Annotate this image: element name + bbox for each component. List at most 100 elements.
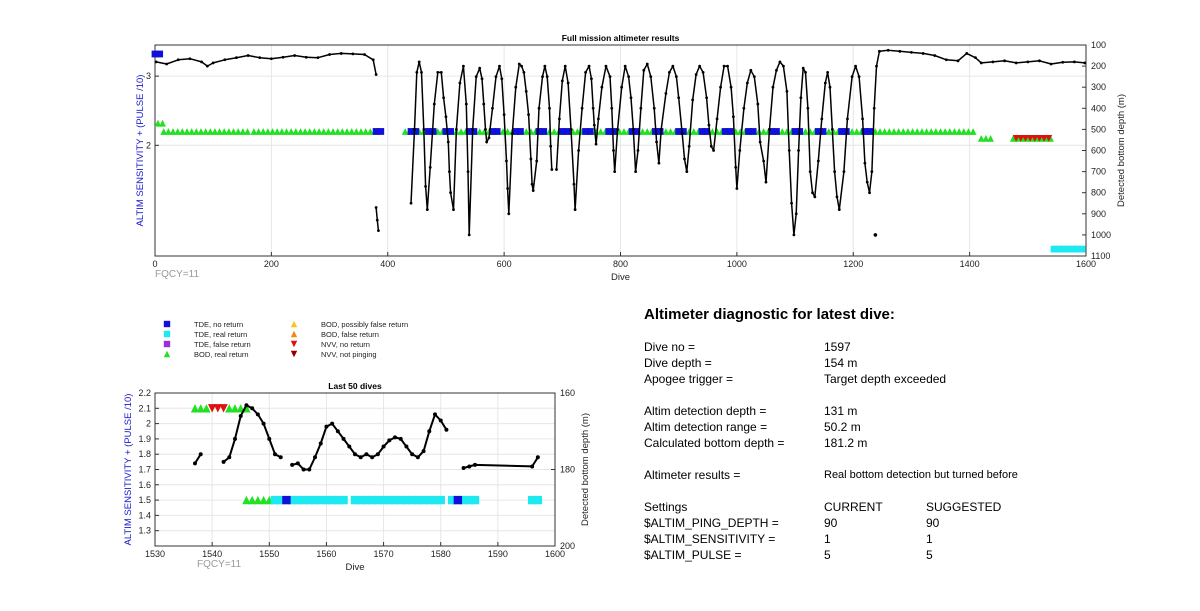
marker-nvv-no-return	[1026, 134, 1034, 142]
depth-point	[616, 127, 619, 131]
depth-point	[709, 144, 713, 148]
marker-bod-real-return	[802, 128, 809, 135]
y2-tick-label: 800	[1091, 188, 1106, 198]
marker-bod-real-return	[620, 128, 628, 135]
depth-point	[550, 168, 554, 171]
marker-bod-real-return	[876, 128, 884, 135]
marker-tde-real-return	[305, 495, 314, 505]
marker-tde-no-return	[582, 128, 589, 135]
marker-tde-no-return	[656, 128, 664, 135]
marker-bod-real-return	[853, 128, 861, 135]
depth-point	[857, 75, 861, 79]
marker-bod-real-return	[550, 128, 558, 135]
detect-depth-value: 131 m	[824, 404, 858, 418]
depth-point	[478, 66, 482, 70]
y-tick-label: 1.9	[138, 434, 151, 444]
marker-bod-real-return	[220, 128, 228, 135]
x-tick-label: 1600	[545, 549, 565, 559]
depth-point	[560, 79, 564, 83]
marker-bod-real-return	[154, 119, 162, 127]
diag-row-sensitivity: $ALTIM_SENSITIVITY = 1 1	[644, 531, 1164, 547]
marker-tde-real-return	[373, 495, 383, 505]
depth-point	[223, 58, 227, 62]
marker-nvv-no-return	[1036, 134, 1043, 142]
depth-point	[613, 170, 617, 174]
depth-point	[444, 115, 448, 119]
depth-point	[339, 52, 343, 55]
depth-point	[154, 60, 158, 64]
depth-point	[861, 117, 864, 121]
marker-tde-real-return	[339, 495, 348, 505]
marker-bod-real-return	[904, 128, 912, 135]
marker-tde-no-return	[372, 128, 380, 135]
depth-point	[794, 212, 798, 216]
y2-tick-label: 180	[560, 465, 575, 475]
depth-point	[420, 71, 423, 74]
marker-bod-real-return	[174, 128, 182, 135]
marker-tde-no-return	[745, 128, 752, 135]
marker-bod-real-return	[504, 128, 512, 135]
marker-tde-no-return	[633, 128, 641, 135]
x-tick-label: 1570	[374, 549, 394, 559]
marker-bod-real-return	[955, 128, 963, 135]
depth-point	[694, 73, 698, 76]
marker-bod-real-return	[890, 128, 898, 135]
depth-point	[198, 452, 203, 457]
depth-point	[524, 90, 528, 93]
marker-tde-real-return	[402, 495, 411, 505]
depth-point	[506, 187, 510, 190]
marker-tde-real-return	[287, 495, 297, 505]
depth-point	[1003, 59, 1006, 63]
y-tick-label: 2	[146, 419, 151, 429]
y-tick-label: 2	[146, 140, 151, 150]
marker-bod-real-return	[216, 128, 223, 135]
marker-bod-real-return	[259, 128, 267, 135]
marker-bod-real-return	[225, 128, 233, 135]
depth-point	[974, 56, 977, 60]
marker-bod-real-return	[918, 128, 926, 135]
marker-bod-real-return	[160, 128, 168, 135]
legend-label: TDE, false return	[194, 340, 251, 349]
marker-bod-real-return	[941, 128, 949, 135]
depth-point	[500, 77, 504, 81]
marker-tde-real-return	[470, 495, 480, 505]
marker-tde-no-return	[679, 128, 687, 135]
results-label: Altimeter results =	[644, 468, 741, 482]
marker-bod-real-return	[965, 128, 972, 135]
depth-point	[387, 438, 392, 443]
y2-tick-label: 600	[1091, 146, 1106, 156]
marker-bod-real-return	[881, 128, 889, 135]
depth-point	[620, 85, 624, 89]
depth-point	[698, 64, 702, 68]
marker-tde-no-return	[698, 128, 706, 135]
depth-point	[514, 85, 518, 89]
marker-nvv-no-return	[1017, 134, 1025, 142]
marker-bod-real-return	[192, 128, 200, 135]
diag-row-dive-depth: Dive depth = 154 m	[644, 355, 1164, 371]
y-tick-label: 2.1	[138, 403, 151, 413]
depth-point	[358, 455, 363, 460]
depth-point	[872, 106, 876, 110]
marker-tde-real-return	[356, 495, 365, 505]
marker-nvv-no-return	[1022, 134, 1029, 142]
marker-bod-real-return	[760, 128, 768, 135]
marker-bod-real-return	[169, 128, 177, 135]
depth-point	[742, 106, 746, 110]
marker-tde-no-return	[412, 128, 420, 135]
depth-point	[335, 429, 340, 434]
marker-tde-real-return	[327, 495, 337, 505]
marker-tde-no-return	[773, 128, 780, 135]
depth-point	[555, 168, 558, 171]
diag-row-settings-header: Settings CURRENT SUGGESTED	[644, 499, 1164, 515]
spacer	[644, 483, 1164, 499]
depth-point	[833, 170, 837, 174]
depth-point	[659, 127, 663, 131]
depth-point	[246, 54, 250, 57]
x-tick-label: 0	[152, 259, 157, 269]
depth-point	[631, 127, 635, 131]
depth-point	[328, 53, 331, 56]
x-tick-label: 600	[497, 259, 512, 269]
depth-point	[363, 53, 366, 56]
marker-tde-no-return	[586, 128, 594, 135]
depth-point	[664, 92, 668, 95]
